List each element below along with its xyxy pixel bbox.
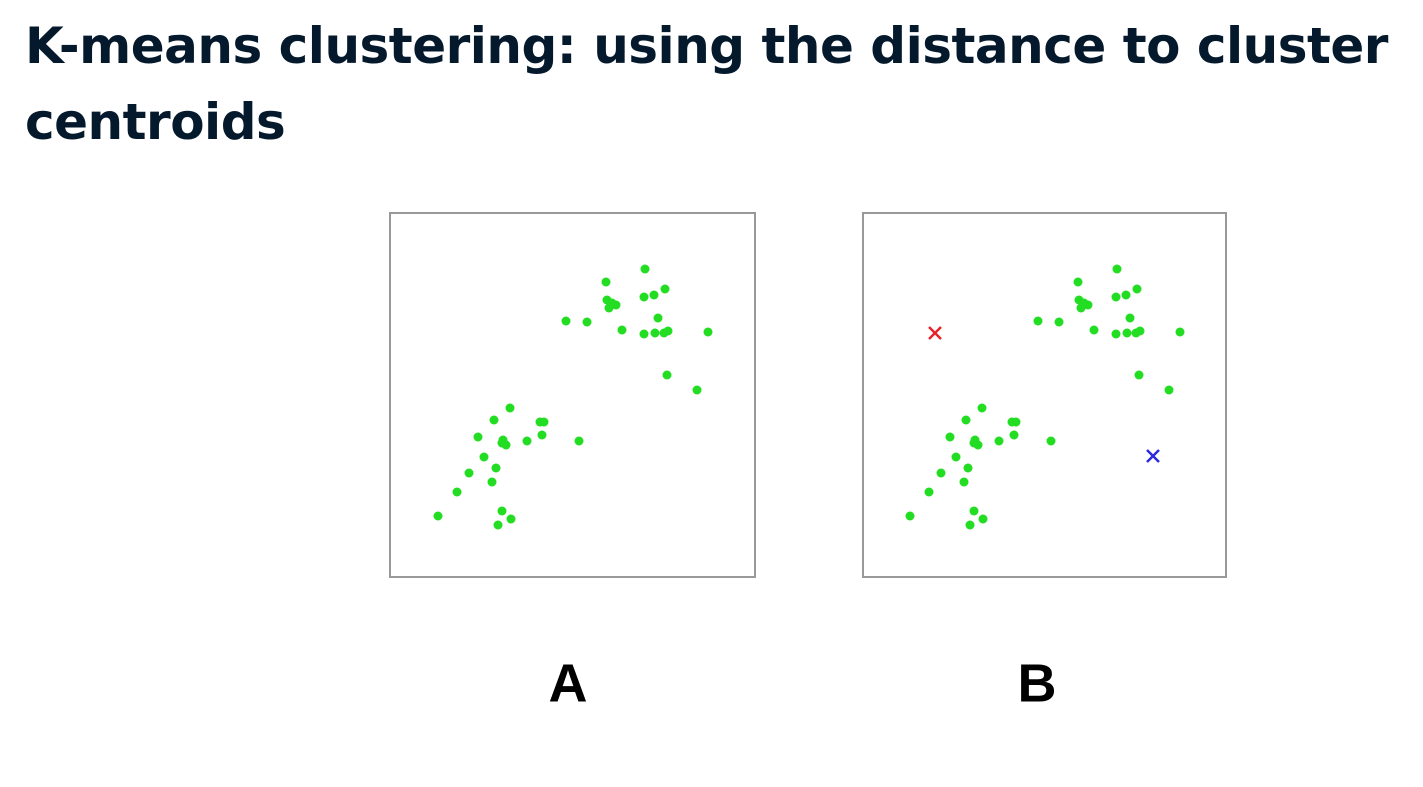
panel-label: A <box>549 653 588 713</box>
plot-frame <box>389 212 756 578</box>
centroid-blue <box>1146 449 1160 463</box>
panel-label: B <box>1018 653 1057 713</box>
slide-title: K-means clustering: using the distance t… <box>25 17 1388 151</box>
plot-frame <box>862 212 1227 578</box>
centroid-red <box>928 326 942 340</box>
